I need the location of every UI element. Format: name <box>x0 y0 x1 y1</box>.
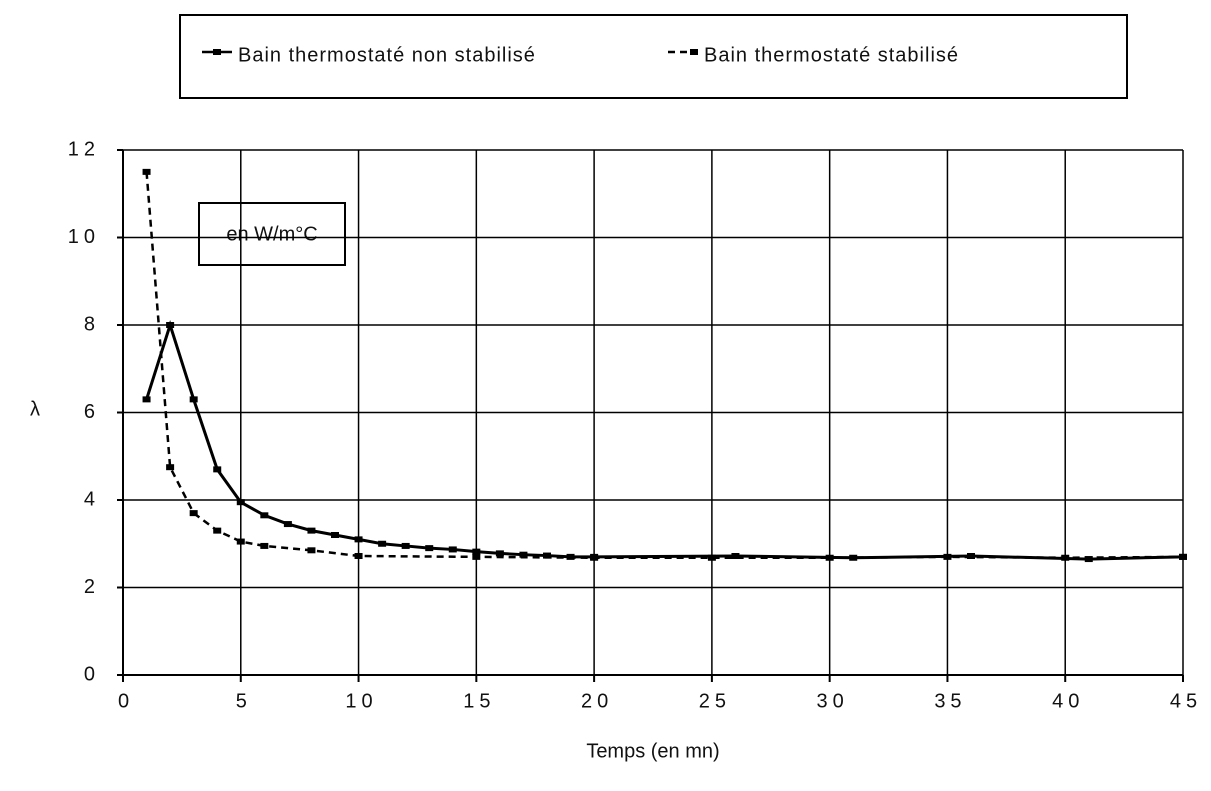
marker <box>495 550 504 557</box>
marker <box>472 548 481 555</box>
marker <box>213 527 222 534</box>
marker <box>189 510 198 517</box>
marker <box>166 322 175 328</box>
marker <box>307 527 316 534</box>
marker <box>401 542 410 549</box>
marker <box>448 546 457 553</box>
annotation-box <box>198 202 346 266</box>
x-tick-label: 0 <box>118 690 134 712</box>
marker <box>731 553 740 559</box>
marker <box>707 554 716 561</box>
y-tick-label: 12 <box>68 138 100 160</box>
legend-box <box>179 14 1128 99</box>
marker <box>307 547 316 554</box>
marker <box>283 521 292 528</box>
marker <box>189 396 198 403</box>
marker <box>354 536 363 543</box>
marker <box>543 552 551 559</box>
x-tick-label: 20 <box>581 690 613 712</box>
marker <box>472 553 481 560</box>
legend-label: Bain thermostaté non stabilisé <box>238 44 536 66</box>
marker <box>142 168 151 175</box>
x-tick-label: 30 <box>817 690 849 712</box>
marker <box>260 542 269 549</box>
legend-marker <box>690 49 698 55</box>
x-tick-label: 35 <box>934 690 966 712</box>
y-tick-label: 2 <box>84 576 100 598</box>
marker <box>166 464 175 471</box>
marker <box>213 466 222 473</box>
marker <box>331 532 339 538</box>
x-tick-label: 15 <box>463 690 495 712</box>
legend-marker <box>213 49 221 55</box>
x-tick-label: 25 <box>699 690 731 712</box>
y-tick-label: 8 <box>84 313 100 335</box>
x-tick-label: 45 <box>1170 690 1202 712</box>
marker <box>825 554 834 561</box>
y-tick-label: 10 <box>68 226 100 248</box>
marker <box>1179 553 1187 560</box>
marker <box>378 540 387 547</box>
marker <box>425 545 434 552</box>
x-tick-label: 40 <box>1052 690 1084 712</box>
annotation: en W/m°C <box>226 223 317 245</box>
marker <box>354 553 363 559</box>
marker <box>236 538 245 545</box>
marker <box>590 554 599 561</box>
marker <box>849 554 858 561</box>
marker <box>142 396 151 403</box>
x-tick-label: 5 <box>236 690 252 712</box>
y-tick-label: 4 <box>84 488 100 510</box>
y-axis-label: λ <box>30 398 40 420</box>
x-axis-label: Temps (en mn) <box>586 740 719 762</box>
x-tick-label: 10 <box>345 690 377 712</box>
marker <box>1084 556 1093 563</box>
y-tick-label: 6 <box>84 401 100 423</box>
marker <box>519 551 528 558</box>
legend-label: Bain thermostaté stabilisé <box>704 44 959 66</box>
marker <box>236 499 245 506</box>
y-tick-label: 0 <box>84 663 100 685</box>
marker <box>1061 554 1070 561</box>
marker <box>943 553 952 560</box>
series-line <box>145 320 1184 561</box>
marker <box>260 512 269 519</box>
